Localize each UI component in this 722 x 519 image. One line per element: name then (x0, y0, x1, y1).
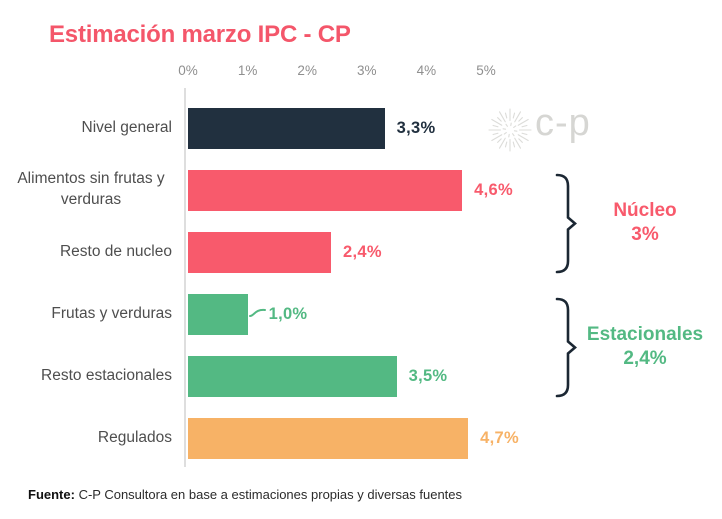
value-label: 3,5% (408, 366, 448, 385)
value-label: 4,7% (480, 428, 519, 447)
x-tick-label: 5% (476, 63, 496, 78)
group-bracket (555, 297, 577, 397)
group-bracket (555, 173, 577, 273)
bar-row: Resto de nucleo 2,4% (0, 221, 722, 283)
bar-row: Frutas y verduras 1,0% (0, 283, 722, 345)
bar-green (188, 293, 248, 335)
bar-row: Nivel general 3,3% (0, 97, 722, 159)
value-label: 4,6% (474, 180, 513, 199)
bar-navy (188, 107, 385, 149)
leader-line (248, 308, 266, 317)
source-label: Fuente: (28, 487, 75, 502)
x-tick-label: 1% (237, 63, 258, 78)
bar-row: Regulados 4,7% (0, 407, 722, 469)
category-label: Resto de nucleo (59, 242, 172, 260)
category-label: Frutas y verduras (51, 304, 172, 322)
bar-red (188, 169, 463, 211)
bar-row: Alimentos sin frutas y verduras 4,6% (0, 159, 722, 221)
source-footer: Fuente: C-P Consultora en base a estimac… (28, 487, 462, 502)
group-label: Núcleo 3% (613, 200, 677, 245)
x-tick-label: 0% (178, 63, 198, 78)
x-tick-label: 2% (297, 63, 317, 78)
cp-logo (486, 106, 534, 159)
bar-orange (188, 417, 469, 459)
source-text: C-P Consultora en base a estimaciones pr… (74, 487, 463, 502)
value-label: 3,3% (396, 118, 436, 137)
group-label: Estacionales 2,4% (586, 324, 704, 369)
category-label: Regulados (97, 428, 172, 446)
x-tick-label: 3% (357, 63, 377, 78)
x-tick-label: 4% (416, 63, 437, 78)
bar-red (188, 231, 332, 273)
cp-logo-burst-icon (488, 108, 532, 152)
value-label: 1,0% (268, 304, 308, 323)
category-label: Alimentos sin frutas y verduras (17, 170, 165, 208)
category-label: Resto estacionales (41, 366, 172, 384)
chart-title: Estimación marzo IPC - CP (49, 21, 351, 48)
cp-logo-text: c-p (535, 102, 591, 144)
category-label: Nivel general (81, 118, 172, 136)
bar-rows: Nivel general 3,3% Alimentos sin frutas y … (0, 97, 722, 469)
bar-row: Resto estacionales 3,5% (0, 345, 722, 407)
y-axis-line (184, 88, 186, 467)
value-label: 2,4% (343, 242, 382, 261)
bar-green (188, 355, 397, 397)
